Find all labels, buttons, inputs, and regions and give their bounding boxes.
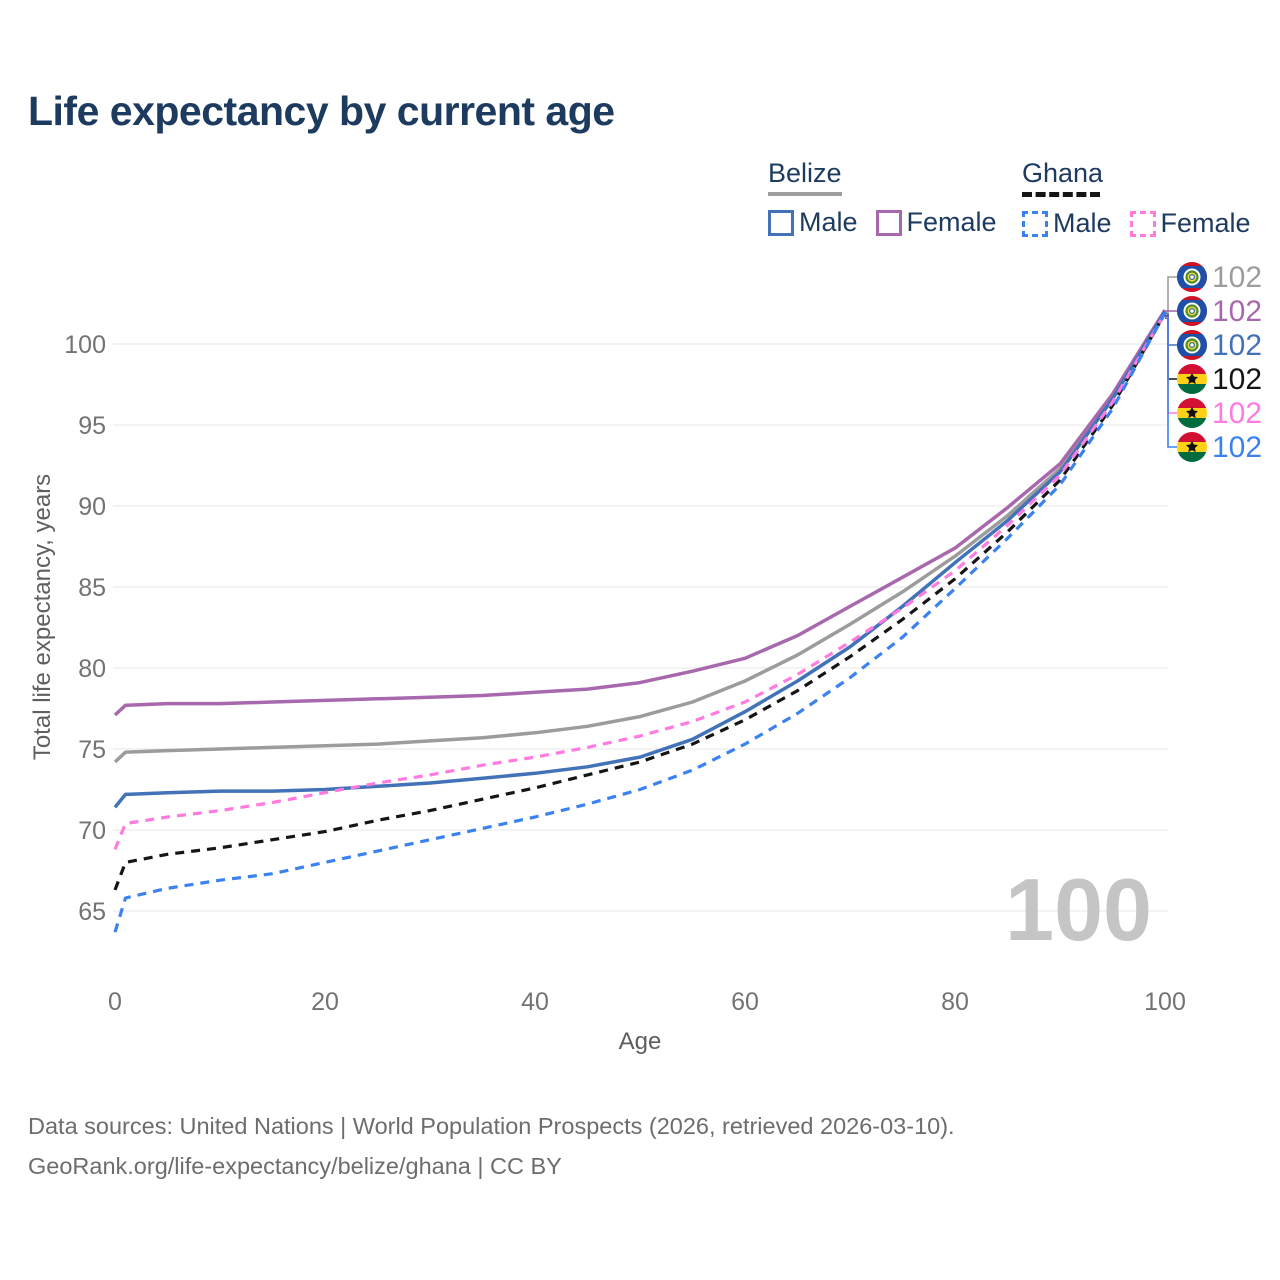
chart-canvas: 65 70 75 80 85 90 95 100 0 20 40 60 80 100 Age Total li… [29,261,1262,1055]
x-tick-label-40: 40 [521,988,549,1016]
legend-group-belize: Belize Male Female [768,158,997,238]
flag-icon-belize [1177,330,1207,360]
end-label-ghana: 102 [1177,363,1262,396]
x-tick-label-20: 20 [311,988,339,1016]
x-tick-label-60: 60 [731,988,759,1016]
age-hover-indicator: 100 [1005,860,1152,959]
legend-underline-dashed [1022,192,1100,198]
legend-item-label: Female [906,207,997,238]
leader-line-belize [1165,276,1177,313]
footer-sources: Data sources: United Nations | World Pop… [28,1113,955,1139]
legend-item-ghana-male[interactable]: Male [1022,208,1112,239]
leader-line-ghana [1165,315,1177,380]
series-line-belize-male[interactable] [113,310,1167,809]
color-swatch-ghana-male [1022,210,1048,237]
flag-icon-ghana [1177,398,1207,428]
series-line-ghana-male[interactable] [113,312,1167,933]
end-value-label: 102 [1212,397,1262,430]
y-tick-label-90: 90 [78,493,106,521]
legend-group-ghana: Ghana Male Female [1022,158,1251,239]
series-line-belize-female[interactable] [113,309,1167,717]
leader-line-ghana-male [1165,317,1177,448]
x-tick-label-0: 0 [108,988,122,1016]
legend-item-ghana-female[interactable]: Female [1129,208,1251,239]
legend-country-label-belize[interactable]: Belize [768,158,842,188]
color-swatch-belize-male [768,209,794,236]
y-tick-label-65: 65 [78,898,106,926]
legend-item-label: Female [1160,208,1251,239]
end-value-label: 102 [1212,329,1262,362]
end-label-belize: 102 [1177,261,1262,294]
legend-item-belize-female[interactable]: Female [875,207,997,238]
y-tick-label-70: 70 [78,817,106,845]
legend-country-label-ghana[interactable]: Ghana [1022,158,1104,188]
flag-icon-ghana [1177,432,1207,462]
y-axis-title: Total life expectancy, years [29,474,56,760]
flag-icon-belize [1177,262,1207,292]
end-value-label: 102 [1212,295,1262,328]
series-line-ghana-female[interactable] [113,312,1167,851]
y-tick-label-75: 75 [78,736,106,764]
flag-icon-belize [1177,296,1207,326]
footer-url[interactable]: GeoRank.org/life-expectancy/belize/ghana… [28,1153,562,1180]
end-label-ghana-male: 102 [1177,431,1262,464]
x-tick-label-80: 80 [941,988,969,1016]
end-label-belize-female: 102 [1177,295,1262,328]
leader-line-ghana-female [1165,316,1177,414]
legend-underline-solid [768,192,842,197]
legend-item-label: Male [799,207,858,238]
footer: Data sources: United Nations | World Pop… [28,1106,955,1187]
legend-item-belize-male[interactable]: Male [768,207,858,238]
end-label-ghana-female: 102 [1177,397,1262,430]
y-tick-label-100: 100 [64,331,106,359]
y-tick-label-85: 85 [78,574,106,602]
chart-title: Life expectancy by current age [28,88,615,134]
color-swatch-belize-female [875,209,902,236]
end-label-belize-male: 102 [1177,329,1262,362]
legend-item-label: Male [1053,208,1112,239]
y-tick-label-80: 80 [78,655,106,683]
x-tick-label-100: 100 [1144,988,1186,1016]
series-line-belize[interactable] [113,310,1167,764]
series-line-ghana[interactable] [113,312,1167,891]
end-value-label: 102 [1212,261,1262,294]
color-swatch-ghana-female [1129,210,1156,237]
end-value-label: 102 [1212,363,1262,396]
end-value-label: 102 [1212,431,1262,464]
flag-icon-ghana [1177,364,1207,394]
y-tick-label-95: 95 [78,412,106,440]
x-axis-title: Age [619,1028,662,1055]
